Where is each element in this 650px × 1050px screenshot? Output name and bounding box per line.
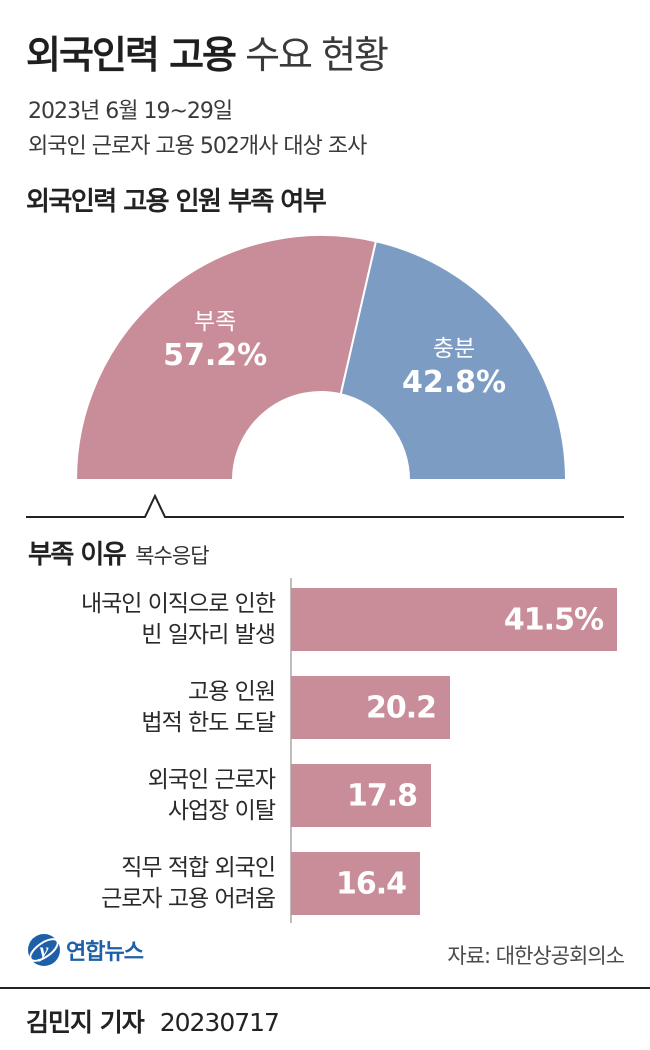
- logo-text: 연합뉴스: [66, 940, 144, 965]
- gauge-category-label: 부족: [194, 309, 236, 335]
- survey-date: 2023년 6월 19~29일: [28, 99, 233, 124]
- yonhap-logo-icon: y: [28, 934, 60, 966]
- gauge-slice-shortage: [74, 234, 378, 481]
- svg-text:y: y: [38, 940, 49, 962]
- gauge-pointer-line: [26, 493, 624, 518]
- bar-value-label: 20.2: [365, 690, 437, 725]
- bar: 41.5%: [291, 588, 617, 651]
- bar-category-line: 사업장 이탈: [167, 798, 276, 824]
- bar-category-line: 직무 적합 외국인: [121, 855, 276, 881]
- bar: 16.4: [291, 852, 420, 915]
- reporter-name: 김민지 기자: [26, 1008, 145, 1037]
- gauge-value-label: 42.8%: [402, 365, 506, 400]
- bar-category-line: 법적 한도 도달: [141, 710, 276, 736]
- page-title: 외국인력 고용 수요 현황: [26, 24, 389, 79]
- gauge-value-label: 57.2%: [163, 338, 267, 373]
- bar-category-line: 빈 일자리 발생: [141, 622, 276, 648]
- yonhap-logo: y 연합뉴스: [26, 932, 144, 968]
- survey-description: 외국인 근로자 고용 502개사 대상 조사: [28, 134, 367, 159]
- title-light: 수요 현황: [245, 33, 389, 77]
- bar-category-line: 내국인 이직으로 인한: [80, 591, 276, 617]
- gauge-slice-sufficient: [339, 240, 568, 481]
- bar: 17.8: [291, 764, 431, 827]
- bar-category-line: 근로자 고용 어려움: [101, 886, 276, 912]
- bar-category-line: 고용 인원: [188, 679, 276, 705]
- reasons-heading: 부족 이유 복수응답: [28, 534, 210, 571]
- bar-axis-line: [290, 578, 292, 923]
- bar-value-label: 16.4: [335, 866, 407, 901]
- gauge-section-title: 외국인력 고용 인원 부족 여부: [26, 187, 327, 217]
- reasons-title: 부족 이유: [28, 540, 127, 570]
- byline: 김민지 기자 20230717: [26, 1003, 280, 1039]
- bar-value-label: 17.8: [346, 778, 418, 813]
- reasons-note: 복수응답: [135, 544, 209, 568]
- shortage-gauge-chart: 부족 57.2% 충분 42.8%: [26, 234, 624, 518]
- bar: 20.2: [291, 676, 450, 739]
- gauge-category-label: 충분: [433, 336, 475, 362]
- source-note: 자료: 대한상공회의소: [447, 944, 625, 968]
- publish-date: 20230717: [159, 1008, 280, 1037]
- bar-category-line: 외국인 근로자: [147, 767, 276, 793]
- title-bold: 외국인력 고용: [26, 33, 237, 77]
- footer-divider: [0, 987, 650, 989]
- bar-value-label: 41.5%: [503, 602, 604, 637]
